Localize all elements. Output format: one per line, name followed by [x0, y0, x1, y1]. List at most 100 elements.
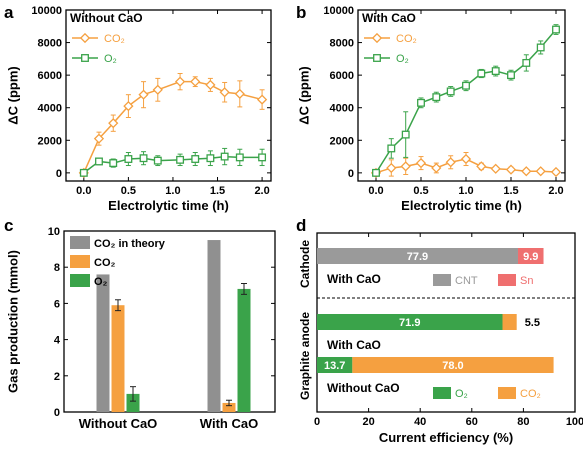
row-label-d: With CaO [327, 338, 381, 352]
y-axis-label-a: ΔC (ppm) [6, 66, 21, 124]
row-label-d: With CaO [327, 272, 381, 286]
y-tick-label-c: 6 [54, 298, 60, 310]
x-tick-label-d: 20 [362, 416, 374, 428]
legend-swatch-d [433, 274, 451, 286]
x-axis-label-d: Current efficiency (%) [379, 430, 513, 445]
data-point-a-1 [191, 155, 200, 163]
data-point-a-0 [190, 76, 201, 87]
legend-label-d: O₂ [455, 388, 468, 400]
category-label-c: With CaO [200, 416, 258, 431]
data-point-b-1 [536, 43, 545, 52]
data-point-a-1 [153, 156, 162, 165]
legend-swatch-d [498, 387, 516, 399]
data-point-a-0 [256, 94, 268, 105]
data-point-b-0 [400, 161, 411, 172]
panel-letter-d: d [296, 216, 306, 235]
y-tick-label-c: 8 [54, 262, 60, 274]
panel-letter-a: a [4, 3, 14, 22]
bar-segment-d-1-1 [502, 314, 517, 330]
data-point-a-1 [206, 154, 215, 163]
data-point-b-1 [387, 144, 396, 153]
legend-marker-a [81, 54, 89, 62]
data-point-a-1 [79, 168, 88, 177]
group-label-d: Graphite anode [298, 312, 312, 400]
category-label-c: Without CaO [79, 416, 158, 431]
x-tick-label-a: 1.5 [210, 185, 225, 197]
bar-segment-d-0-0 [317, 248, 518, 264]
series-line-b-1 [375, 29, 557, 174]
data-point-b-0 [476, 161, 487, 172]
y-tick-label-c: 0 [54, 407, 60, 419]
x-tick-label-d: 60 [466, 416, 478, 428]
data-point-a-1 [258, 153, 267, 162]
bar-value-d: 5.5 [525, 317, 540, 329]
legend-swatch-d [433, 387, 451, 399]
x-tick-label-d: 100 [566, 416, 583, 428]
y-tick-label-a: 4000 [38, 103, 62, 115]
data-point-a-1 [109, 159, 118, 168]
legend-label-d: CO₂ [520, 388, 541, 400]
y-tick-label-b: 6000 [330, 70, 354, 82]
legend-label-a: CO₂ [104, 33, 125, 45]
data-point-b-1 [401, 130, 410, 139]
data-point-b-1 [432, 93, 441, 102]
plot-frame-b [357, 9, 566, 182]
data-point-a-1 [176, 155, 185, 164]
y-tick-label-a: 6000 [38, 70, 62, 82]
legend-swatch-d [498, 274, 516, 286]
plot-frame-a [65, 9, 272, 182]
legend-label-b: O₂ [396, 53, 409, 65]
data-point-a-0 [174, 76, 186, 87]
data-point-b-0 [431, 162, 442, 174]
data-point-b-0 [445, 157, 456, 168]
x-tick-label-b: 0.5 [413, 185, 428, 197]
data-point-b-0 [460, 153, 472, 165]
y-tick-label-b: 8000 [330, 38, 354, 50]
data-point-b-1 [446, 87, 455, 96]
data-point-b-0 [535, 166, 546, 177]
y-tick-label-b: 0 [348, 168, 354, 180]
data-point-a-0 [138, 89, 149, 100]
legend-marker-a [79, 32, 91, 44]
panel-letter-b: b [296, 3, 306, 22]
y-tick-label-b: 4000 [330, 103, 354, 115]
bar-c-0-0 [96, 274, 110, 412]
data-point-b-0 [521, 166, 532, 177]
row-label-d: Without CaO [327, 381, 400, 395]
y-tick-label-c: 10 [48, 226, 60, 238]
data-point-b-1 [552, 25, 560, 34]
x-tick-label-d: 80 [517, 416, 529, 428]
data-point-b-0 [490, 163, 501, 174]
data-point-a-1 [235, 153, 244, 162]
legend-swatch-c [70, 255, 90, 268]
data-point-b-1 [522, 58, 531, 67]
data-point-b-0 [386, 162, 397, 174]
y-tick-label-c: 2 [54, 371, 60, 383]
bar-value-d: 13.7 [324, 360, 345, 372]
data-point-b-0 [505, 164, 517, 175]
legend-swatch-c [70, 236, 90, 249]
y-axis-label-b: ΔC (ppm) [297, 66, 312, 124]
legend-label-d: CNT [455, 275, 478, 287]
data-point-a-0 [123, 100, 134, 112]
bar-value-d: 78.0 [442, 360, 463, 372]
group-label-d: Cathode [298, 240, 312, 288]
data-point-b-0 [550, 166, 562, 178]
y-tick-label-a: 10000 [31, 5, 62, 17]
data-point-a-1 [95, 157, 103, 166]
legend-label-d: Sn [520, 275, 533, 287]
legend-label-c: CO₂ in theory [94, 238, 166, 250]
x-tick-label-d: 0 [314, 416, 320, 428]
data-point-b-1 [372, 168, 380, 177]
x-tick-label-d: 40 [414, 416, 426, 428]
data-point-a-1 [139, 154, 148, 163]
x-axis-label-b: Electrolytic time (h) [401, 198, 522, 213]
bar-c-2-1 [237, 288, 251, 412]
panel-title-a: Without CaO [70, 11, 143, 25]
panel-title-b: With CaO [362, 11, 416, 25]
bar-c-1-1 [222, 402, 236, 412]
y-tick-label-a: 2000 [38, 135, 62, 147]
y-tick-label-c: 4 [54, 335, 61, 347]
y-tick-label-b: 10000 [323, 5, 354, 17]
